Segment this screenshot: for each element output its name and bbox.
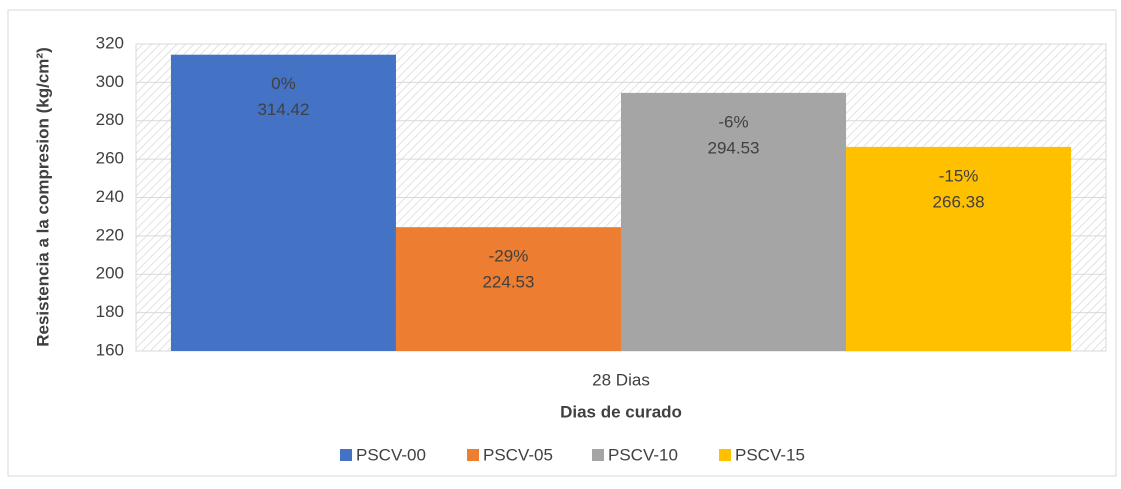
y-tick-label: 220 — [96, 225, 124, 244]
bar — [846, 146, 1072, 351]
legend-swatch — [340, 449, 352, 461]
x-axis-title: Dias de curado — [560, 402, 682, 421]
y-tick-label: 260 — [96, 149, 124, 168]
bar-annotation: -6% — [718, 112, 748, 131]
legend-swatch — [592, 449, 604, 461]
data-label: 294.53 — [708, 138, 760, 157]
legend-swatch — [467, 449, 479, 461]
bar — [170, 54, 396, 351]
x-tick-label: 28 Dias — [592, 370, 650, 389]
y-tick-label: 320 — [96, 33, 124, 52]
legend-label: PSCV-05 — [483, 445, 553, 464]
legend-label: PSCV-10 — [608, 445, 678, 464]
legend-label: PSCV-15 — [735, 445, 805, 464]
bar — [621, 92, 847, 352]
y-axis-title: Resistencia a la compresion (kg/cm²) — [33, 47, 52, 347]
data-label: 224.53 — [482, 273, 534, 292]
legend-label: PSCV-00 — [356, 445, 426, 464]
bar-annotation: -29% — [489, 247, 529, 266]
y-tick-label: 160 — [96, 340, 124, 359]
data-label: 266.38 — [933, 192, 985, 211]
bar-annotation: 0% — [271, 74, 296, 93]
legend-swatch — [719, 449, 731, 461]
bar-annotation: -15% — [939, 166, 979, 185]
y-tick-label: 180 — [96, 302, 124, 321]
bar — [395, 227, 621, 351]
y-tick-label: 200 — [96, 264, 124, 283]
y-tick-label: 300 — [96, 72, 124, 91]
y-tick-label: 240 — [96, 187, 124, 206]
data-label: 314.42 — [257, 100, 309, 119]
y-tick-label: 280 — [96, 110, 124, 129]
